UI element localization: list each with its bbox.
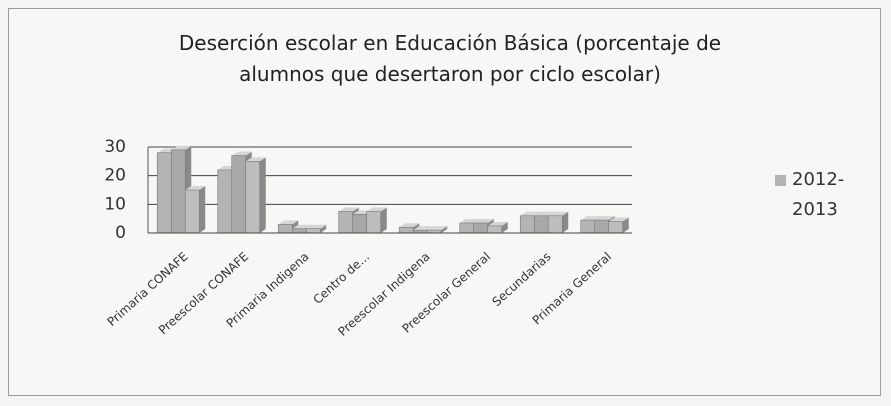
bar-top	[473, 218, 494, 223]
bar-top	[245, 157, 266, 162]
bar	[291, 228, 307, 234]
bar-top	[185, 186, 206, 190]
chart-frame	[8, 8, 881, 396]
bar	[594, 219, 610, 234]
bar-top	[366, 207, 387, 212]
legend-label: 2012-2013	[792, 169, 845, 220]
bar-top	[306, 224, 327, 229]
y-tick-label: 10	[104, 194, 126, 214]
y-tick-label: 30	[104, 137, 126, 157]
bar-top	[278, 220, 299, 225]
y-tick-label: 20	[104, 166, 126, 186]
bar-side	[441, 226, 448, 233]
bar-side	[199, 186, 206, 233]
bar	[245, 161, 261, 234]
bar	[305, 228, 321, 234]
bar	[519, 215, 535, 234]
bar-top	[292, 224, 313, 229]
bar-side	[380, 207, 387, 233]
bar	[459, 222, 475, 234]
bar-top	[487, 221, 508, 226]
bar-top	[399, 223, 420, 228]
bar-side	[622, 217, 629, 233]
x-tick-label: Centro de...	[310, 249, 372, 306]
bar-side	[259, 157, 266, 233]
bar-top	[594, 216, 615, 221]
bar	[277, 224, 293, 234]
bar-top	[338, 207, 359, 212]
bar	[338, 211, 354, 234]
y-tick-label: 0	[115, 223, 126, 243]
bar-side	[320, 224, 327, 233]
bar	[547, 215, 563, 234]
legend: 2012-2013	[775, 165, 855, 225]
bar	[366, 211, 382, 234]
bar-top	[608, 217, 629, 222]
legend-swatch	[775, 175, 786, 186]
bar-top	[413, 226, 434, 231]
bar	[608, 221, 624, 234]
bar	[217, 169, 233, 234]
chart-title: Deserción escolar en Educación Básica (p…	[178, 31, 722, 86]
bar	[170, 149, 186, 234]
bar-top	[231, 151, 252, 156]
bar-top	[459, 218, 480, 223]
bar-top	[534, 211, 555, 216]
bar	[473, 222, 489, 234]
bar	[398, 226, 414, 234]
bar	[352, 214, 368, 234]
bar	[156, 152, 172, 234]
bar-top	[548, 211, 569, 216]
bar-side	[501, 221, 508, 233]
bar-side	[562, 211, 569, 233]
bar	[231, 155, 247, 234]
bar-top	[520, 211, 541, 216]
bar	[533, 215, 549, 234]
bar	[184, 189, 200, 234]
bar-top	[427, 226, 448, 231]
bar	[487, 225, 503, 234]
x-tick-label: Secundarias	[489, 249, 553, 309]
bar-top	[171, 145, 192, 150]
bar	[580, 219, 596, 234]
bar-top	[580, 216, 601, 221]
